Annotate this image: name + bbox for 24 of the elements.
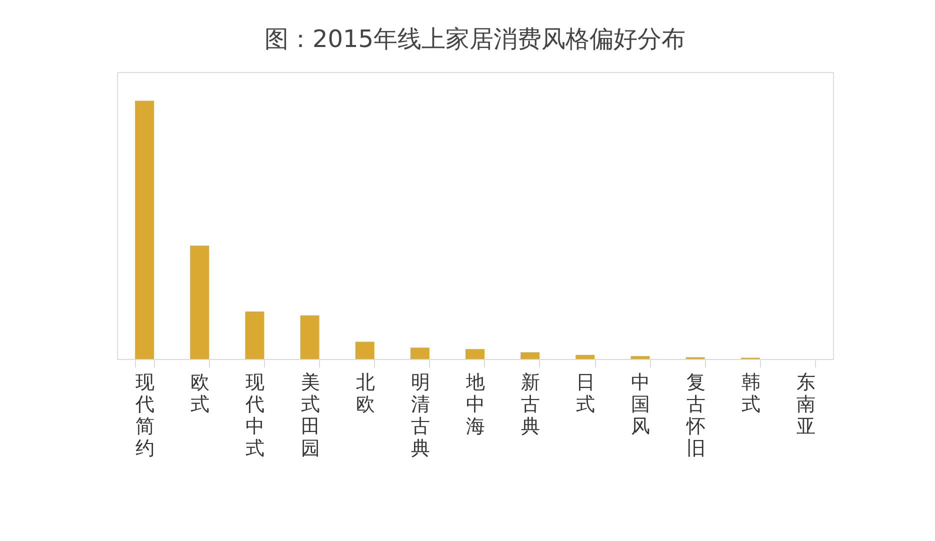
x-tick-label: 现代中式 [244,372,265,460]
bar [520,352,540,359]
x-tick-label: 中国风 [631,372,650,438]
bar [410,348,430,359]
x-tick-label: 欧式 [190,372,210,416]
bar [135,100,154,359]
x-tick-label: 韩式 [741,372,760,416]
bar [630,356,650,359]
x-tick-label: 日式 [576,372,596,416]
bar [466,349,484,359]
x-tick-label: 东南亚 [796,372,816,438]
bar [355,342,374,359]
chart-title: 图：2015年线上家居消费风格偏好分布 [264,25,686,53]
bar [245,311,264,359]
x-tick-label: 明清古典 [410,372,430,460]
x-tick-label: 新古典 [521,372,540,438]
bar [300,315,320,359]
x-tick-label: 复古怀旧 [685,372,706,460]
x-tick-label: 美式田园 [300,372,320,460]
x-tick-label: 地中海 [465,372,485,438]
bar [576,354,595,359]
x-tick-label: 现代简约 [134,372,155,460]
x-tick-label: 北欧 [356,372,375,416]
bar [190,246,210,359]
